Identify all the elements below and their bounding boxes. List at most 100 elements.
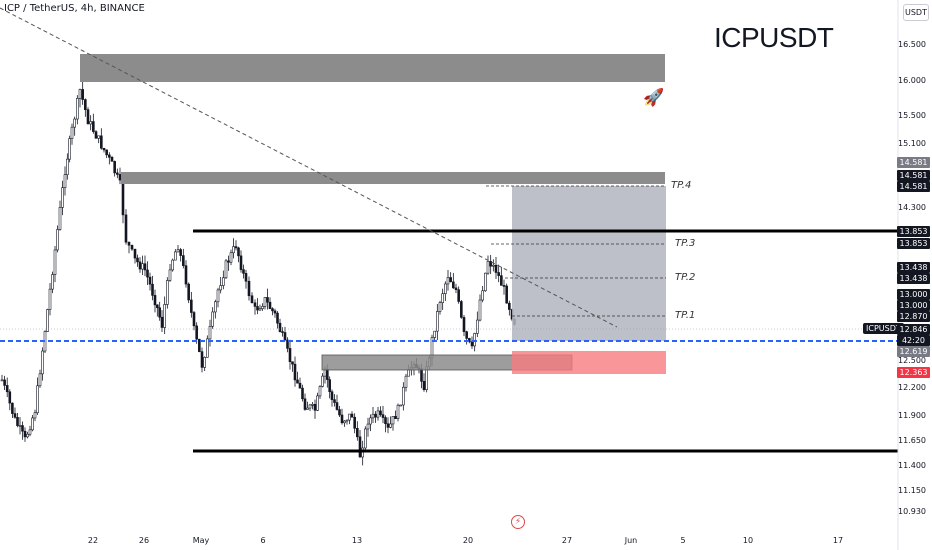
currency-button[interactable]: USDT [903, 4, 929, 21]
x-tick: 13 [351, 536, 363, 545]
candle-body [130, 244, 134, 250]
lightning-icon[interactable]: ⚡ [511, 515, 525, 529]
tp2-label: TP.2 [675, 272, 696, 283]
candle-body [266, 297, 269, 303]
candle-body [76, 98, 79, 120]
candle-body [256, 306, 259, 311]
y-tick: 12.200 [898, 383, 926, 392]
candle-body [436, 311, 439, 332]
last-price-label: 12.846 [897, 324, 930, 335]
candle-body [389, 423, 392, 428]
price-label: 13.000 [897, 300, 930, 311]
candle-body [366, 423, 370, 430]
candle-body [286, 339, 289, 349]
candle-body [110, 157, 114, 162]
candle-body [350, 413, 354, 418]
trendline [0, 7, 618, 328]
candle-body [21, 425, 24, 432]
candle-body [53, 249, 57, 275]
candle-body [478, 299, 482, 321]
x-tick: 27 [561, 536, 573, 545]
candle-body [335, 402, 339, 410]
candle-body [340, 414, 344, 424]
candle-body [492, 264, 495, 267]
x-tick: Jun [624, 536, 638, 545]
candle-body [3, 379, 6, 386]
candle-body [348, 413, 351, 421]
candle-body [121, 179, 125, 216]
candle-body [184, 265, 188, 285]
candle-body [171, 259, 174, 271]
candle-body [239, 255, 243, 270]
y-tick: 11.650 [898, 436, 926, 445]
candle-body [343, 420, 346, 424]
tp4-label: TP.4 [671, 180, 692, 191]
candle-body [404, 375, 408, 388]
candle-body [208, 325, 212, 340]
candle-body [176, 249, 180, 253]
candle-body [160, 316, 164, 328]
candle-body [237, 247, 240, 257]
candle-body [497, 272, 500, 276]
y-tick: 10.930 [898, 507, 926, 516]
candle-body [168, 269, 172, 281]
candle-body [187, 283, 190, 301]
candle-body [86, 109, 90, 125]
tp1-label: TP.1 [675, 310, 696, 321]
candle-body [288, 348, 292, 363]
x-tick: 10 [742, 536, 754, 545]
candle-body [250, 295, 254, 304]
target-box [512, 186, 666, 341]
candle-body [396, 404, 400, 419]
candle-body [116, 172, 119, 175]
x-tick: May [192, 536, 210, 545]
candle-body [108, 154, 111, 158]
candle-body [446, 277, 450, 285]
candle-body [298, 382, 302, 389]
candle-body [151, 283, 154, 296]
x-tick: 22 [87, 536, 99, 545]
x-tick: 26 [138, 536, 150, 545]
candle-body [70, 126, 74, 139]
candle-body [353, 416, 356, 429]
candle-body [494, 264, 498, 273]
candle-body [141, 263, 144, 270]
candle-body [92, 121, 95, 132]
countdown-label: 42:20 [897, 335, 930, 346]
candle-body [190, 299, 193, 313]
candle-body [146, 269, 149, 278]
candle-body [232, 246, 235, 254]
candle-body [216, 289, 220, 303]
candle-body [433, 330, 436, 338]
candle-body [369, 417, 372, 425]
candle-body [316, 395, 319, 411]
price-label: 12.619 [897, 346, 930, 357]
candle-body [308, 404, 312, 409]
candle-body [84, 99, 87, 110]
candle-body [422, 381, 426, 390]
candle-body [203, 357, 206, 368]
y-tick: 14.300 [898, 203, 926, 212]
candle-body [222, 277, 225, 286]
candle-body [253, 302, 257, 307]
candle-body [247, 280, 251, 297]
candle-body [68, 138, 71, 160]
candle-body [51, 274, 54, 290]
stop-price-label: 12.363 [897, 367, 930, 378]
price-label: 12.870 [897, 311, 930, 322]
y-tick: 11.900 [898, 411, 926, 420]
candle-body [16, 417, 19, 426]
candle-body [261, 306, 264, 309]
candle-body [13, 413, 17, 418]
candle-body [291, 361, 294, 365]
candle-body [224, 260, 228, 279]
candle-body [31, 417, 34, 431]
candle-body [166, 280, 169, 305]
candle-body [18, 425, 22, 427]
candle-body [38, 373, 42, 387]
x-tick: 20 [462, 536, 474, 545]
candle-body [263, 297, 267, 307]
candle-body [133, 248, 137, 259]
rocket-icon: 🚀 [643, 88, 665, 108]
